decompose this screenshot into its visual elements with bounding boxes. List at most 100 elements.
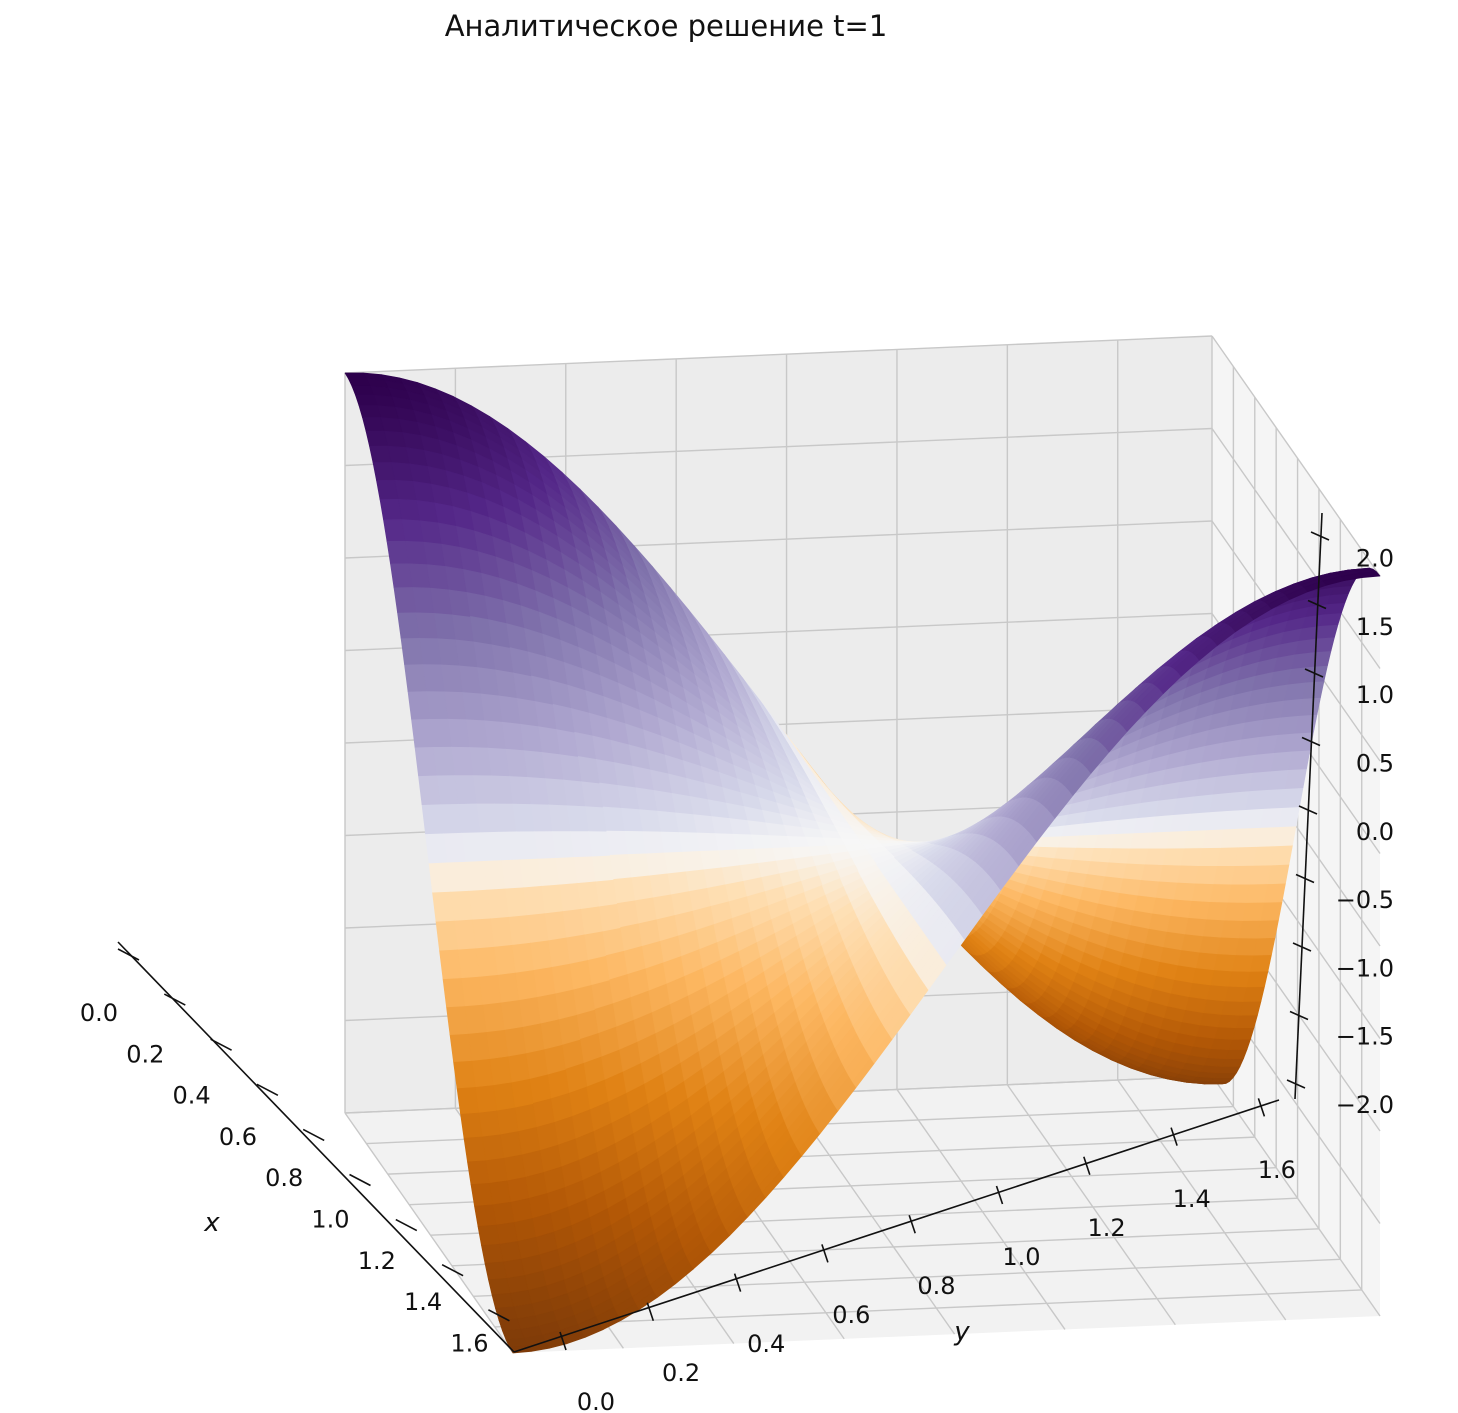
y-tick-label: 0.0 <box>577 1388 615 1413</box>
surface-patch <box>362 417 385 432</box>
surface-patch <box>456 1086 479 1114</box>
surface-patch <box>355 394 378 406</box>
y-tick-mark <box>995 1185 1004 1205</box>
chart-title: Аналитическое решение t=1 <box>445 9 888 43</box>
side-grid-z <box>1211 428 1381 669</box>
surface-patch <box>365 430 388 447</box>
y-tick-mark <box>1170 1127 1178 1146</box>
surface-patch <box>425 832 448 864</box>
y-tick-label: 1.2 <box>1088 1214 1126 1242</box>
surface-patch <box>442 977 465 1008</box>
x-tick-label: 1.0 <box>311 1206 349 1234</box>
surface-patch <box>418 774 441 806</box>
y-tick-label: 0.8 <box>917 1272 955 1300</box>
z-tick-label: 1.5 <box>1356 613 1394 641</box>
surface-patch <box>1115 892 1138 911</box>
surface-patch <box>470 1182 493 1207</box>
surface-patch <box>435 920 458 951</box>
axis-lines <box>117 512 1323 1353</box>
x-tick-mark <box>163 993 186 1006</box>
surface-patch <box>400 637 423 665</box>
surface-patch <box>1303 580 1327 593</box>
z-tick-mark <box>1310 531 1330 541</box>
surface-patch <box>344 372 367 380</box>
surface-patch <box>1162 931 1186 951</box>
z-tick-label: 0.0 <box>1356 818 1394 846</box>
y-tick-label: 0.4 <box>747 1330 785 1358</box>
surface-patch <box>351 385 374 396</box>
surface-patch <box>491 1292 514 1309</box>
surface-mesh <box>344 372 1381 1354</box>
z-tick-label: −0.5 <box>1336 886 1394 914</box>
surface-patch <box>1195 1024 1219 1039</box>
y-tick-mark <box>559 1331 567 1351</box>
z-tick-mark <box>1304 668 1324 678</box>
surface-patch <box>432 891 455 922</box>
surface-patch <box>543 1044 566 1075</box>
surface-patch <box>372 462 395 481</box>
surface-patch <box>460 1112 483 1139</box>
z-tick-mark <box>1307 599 1327 610</box>
y-axis-ticks: 0.0 0.2 0.4 0.6 0.8 1.0 1.2 1.4 1.6 <box>559 1098 1296 1413</box>
surface-patch <box>414 746 437 777</box>
y-tick-label: 1.6 <box>1258 1156 1296 1184</box>
surface-patch <box>467 1160 490 1185</box>
surface-patch <box>484 1261 507 1281</box>
x-tick-mark <box>256 1083 279 1097</box>
surface-patch <box>1050 857 1073 872</box>
surface-patch <box>379 498 402 521</box>
y-tick-mark <box>908 1214 916 1234</box>
surface-patch <box>411 718 434 748</box>
z-tick-mark <box>1301 736 1321 747</box>
surface-patch <box>383 519 406 542</box>
x-tick-mark <box>349 1173 371 1187</box>
floor-grid-y <box>896 1089 1066 1330</box>
surface-patch <box>407 690 430 720</box>
x-axis-ticks: 0.0 0.2 0.4 0.6 0.8 1.0 1.2 1.4 1.6 <box>80 948 510 1357</box>
surface-patch <box>474 1204 497 1227</box>
z-tick-mark <box>1289 1010 1309 1021</box>
side-grid-z <box>1211 1075 1381 1317</box>
back-grid-z <box>344 335 1213 374</box>
surface-patch <box>453 1060 476 1089</box>
surface-patch <box>572 984 595 1015</box>
z-tick-mark <box>1286 1079 1306 1089</box>
y-tick-mark <box>646 1302 655 1322</box>
surface-patch <box>390 563 413 589</box>
surface-patch <box>449 1033 472 1062</box>
x-tick-label: 0.2 <box>126 1040 164 1068</box>
x-tick-label: 0.0 <box>80 999 118 1027</box>
x-tick-label: 0.4 <box>173 1082 211 1110</box>
x-tick-mark <box>441 1263 464 1277</box>
y-tick-label: 1.0 <box>1002 1243 1040 1271</box>
y-axis-line <box>513 1099 1280 1353</box>
z-tick-label: 2.0 <box>1356 545 1394 573</box>
surface-patch <box>477 1224 500 1246</box>
z-tick-mark <box>1295 873 1315 884</box>
x-tick-mark <box>210 1038 232 1051</box>
surface-patch <box>446 1005 469 1035</box>
z-axis-line <box>1294 512 1323 1100</box>
x-tick-label: 1.2 <box>358 1247 396 1275</box>
surface-patch <box>1133 894 1156 914</box>
x-axis-label: x <box>203 1208 220 1238</box>
surface-patch <box>386 540 409 565</box>
z-tick-label: −1.0 <box>1336 954 1394 982</box>
y-tick-label: 1.4 <box>1173 1185 1211 1213</box>
y-tick-mark <box>1257 1098 1266 1117</box>
floor-grid-x <box>494 1289 1362 1328</box>
y-tick-label: 0.2 <box>662 1359 700 1387</box>
surface-patch <box>376 479 399 500</box>
y-tick-mark <box>1083 1156 1091 1176</box>
surface-patch <box>393 587 416 613</box>
surface-patch <box>517 1127 541 1156</box>
x-tick-mark <box>488 1309 510 1322</box>
surface-patch <box>369 445 392 463</box>
floor-grid-y <box>344 1112 514 1354</box>
surface-patch <box>481 1243 504 1264</box>
x-tick-label: 1.6 <box>450 1329 488 1357</box>
surface-patch <box>439 948 462 980</box>
surface-patch <box>421 803 444 835</box>
z-axis-ticks: −2.0 −1.5 −1.0 −0.5 0.0 0.5 1.0 1.5 2.0 <box>1286 531 1394 1119</box>
